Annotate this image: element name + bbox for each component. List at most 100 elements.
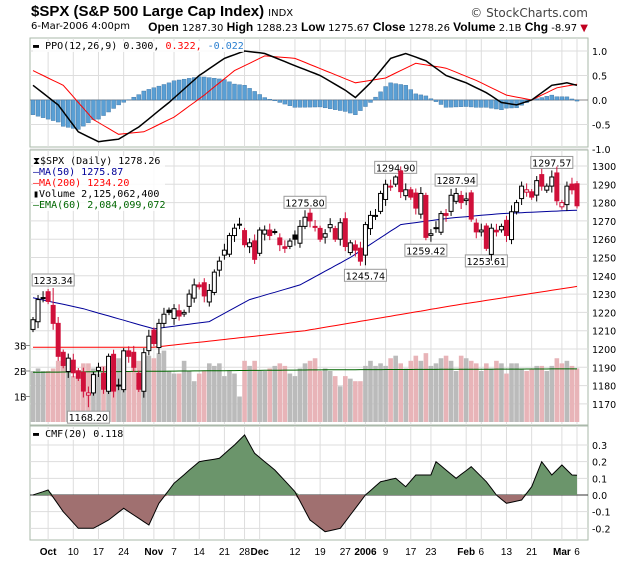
price-annotation-box (283, 195, 327, 209)
candle-body (443, 213, 449, 216)
volume-tick-label: 2B (14, 367, 27, 378)
x-tick-label: 27 (340, 547, 352, 558)
volume-bar (332, 376, 338, 422)
price-annotation-box (31, 273, 75, 287)
volume-bar (76, 371, 81, 422)
x-tick-label: Nov (144, 547, 163, 558)
brand[interactable]: © StockCharts.com (470, 6, 588, 20)
volume-bar (478, 371, 484, 422)
ppo-line-icon: ▬ (33, 41, 40, 52)
candlestick-icon: ⧗ (33, 156, 41, 167)
candle-body (544, 185, 550, 191)
candle-body (282, 246, 288, 249)
ppo-histogram-bar (232, 83, 237, 101)
price-legend-value: $SPX (Daily) 1278.26 (40, 156, 161, 167)
candle-body (539, 174, 545, 187)
candle-body (574, 183, 580, 207)
volume-bar (489, 368, 494, 422)
volume-bar (378, 363, 383, 422)
volume-bar (529, 368, 534, 422)
ppo-histogram-bar (91, 99, 96, 120)
candle-body (252, 240, 258, 260)
candle-body (111, 353, 117, 392)
candle-body (302, 216, 308, 227)
candle-body (181, 311, 187, 315)
volume-bar (242, 360, 247, 422)
candle-body (564, 185, 570, 206)
cmf-line (32, 434, 578, 533)
ppo-histogram-bar (176, 79, 182, 101)
ppo-histogram-bar (191, 77, 197, 101)
y-tick-label: -0.2 (592, 524, 611, 535)
volume-bar (232, 373, 237, 422)
volume-bars-icon: ▮ (33, 189, 40, 200)
volume-bar (237, 396, 242, 422)
panel-2 (29, 425, 589, 541)
candle-body (498, 225, 504, 231)
open-value: 1287.30 (182, 23, 224, 34)
x-tick-label: Dec (250, 547, 269, 558)
candle-body (317, 227, 323, 240)
candle-body (95, 366, 101, 372)
candle-body (221, 249, 227, 256)
ppo-histogram-bar (267, 98, 272, 101)
volume-bar (433, 363, 439, 422)
candle-body (383, 183, 389, 200)
volume-bar (448, 360, 454, 422)
low-value: 1275.67 (328, 23, 370, 34)
ppo-histogram-bar (76, 99, 81, 130)
candle-body (337, 222, 343, 240)
candle-body (45, 291, 51, 302)
y-tick-label: 1210 (592, 327, 616, 338)
volume-bar (468, 360, 474, 422)
ppo-histogram-bar (156, 85, 162, 101)
volume-bar (423, 353, 429, 422)
candle-body (211, 271, 217, 293)
volume-bar (524, 371, 529, 422)
x-tick-label: 23 (425, 547, 437, 558)
ppo-histogram-bar (453, 99, 459, 108)
candle-body (403, 189, 409, 197)
ppo-histogram-bar (544, 96, 549, 101)
x-tick-label: Feb (457, 547, 475, 558)
quote-datetime: 6-Mar-2006 4:00pm (31, 21, 130, 32)
volume-bar (574, 368, 580, 422)
y-tick-label: 1260 (592, 235, 616, 246)
candle-body (448, 194, 454, 212)
cmf-area-icon: ▬ (33, 429, 40, 440)
ppo-histogram-bar (307, 99, 313, 108)
candle-body (121, 350, 127, 391)
x-tick-label: 19 (315, 547, 327, 558)
volume-bar (227, 371, 232, 422)
volume-bar (337, 386, 343, 422)
ppo-histogram-bar (197, 76, 202, 101)
ppo-histogram-bar (111, 99, 116, 109)
volume-bar (191, 381, 197, 422)
candle-body (277, 237, 283, 246)
ppo-histogram-bar (282, 99, 288, 105)
candle-body (156, 322, 162, 349)
candle-body (307, 212, 313, 222)
volume-bar (45, 371, 51, 422)
volume-bar (292, 376, 298, 422)
price-annotation-box (530, 155, 574, 169)
candle-body (216, 260, 222, 271)
down-arrow-icon: ▼ (580, 23, 588, 34)
volume-bar (363, 365, 368, 422)
volume-bar (418, 360, 424, 422)
ppo-histogram-bar (559, 96, 565, 101)
volume-bar (373, 365, 378, 422)
ma200-legend-value: MA(200) 1234.20 (39, 178, 130, 189)
y-tick-label: 1180 (592, 382, 616, 393)
volume-bar (413, 355, 419, 422)
volume-bar (348, 378, 353, 422)
candle-body (373, 214, 379, 217)
volume-bar (101, 365, 106, 422)
ppo-signal-value: 0.322, (165, 41, 202, 52)
price-annotation: 1275.80 (285, 198, 324, 209)
ppo-line (32, 50, 578, 143)
candle-body (458, 194, 464, 204)
x-tick-label: 7 (171, 547, 177, 558)
y-tick-label: 1170 (592, 400, 616, 411)
candle-body (312, 225, 318, 228)
